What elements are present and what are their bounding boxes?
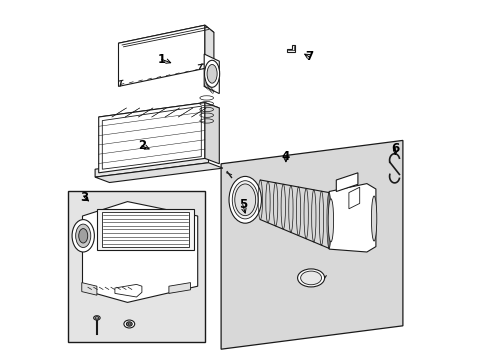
Text: 6: 6	[391, 142, 399, 155]
Polygon shape	[95, 155, 208, 177]
Polygon shape	[81, 283, 97, 295]
Text: 1: 1	[157, 53, 165, 66]
Ellipse shape	[204, 60, 219, 87]
Text: 2: 2	[138, 139, 145, 152]
Polygon shape	[336, 173, 357, 192]
Text: 4: 4	[281, 150, 289, 163]
Ellipse shape	[300, 271, 321, 285]
Ellipse shape	[94, 316, 100, 320]
Polygon shape	[99, 103, 204, 173]
Ellipse shape	[79, 229, 87, 243]
Polygon shape	[102, 212, 188, 247]
Text: 3: 3	[80, 191, 88, 204]
Polygon shape	[118, 25, 204, 86]
Ellipse shape	[327, 199, 333, 242]
Text: 7: 7	[305, 50, 313, 63]
Polygon shape	[204, 54, 219, 94]
Ellipse shape	[76, 224, 91, 248]
Polygon shape	[168, 283, 190, 293]
Ellipse shape	[297, 269, 324, 287]
Polygon shape	[204, 25, 213, 76]
Polygon shape	[118, 25, 213, 51]
Ellipse shape	[123, 320, 134, 328]
Ellipse shape	[232, 181, 258, 219]
Polygon shape	[68, 191, 204, 342]
Ellipse shape	[206, 64, 217, 83]
Ellipse shape	[126, 322, 132, 326]
Ellipse shape	[95, 317, 99, 319]
Polygon shape	[204, 103, 219, 164]
Polygon shape	[286, 45, 294, 52]
Polygon shape	[99, 103, 219, 122]
Polygon shape	[328, 184, 375, 252]
Polygon shape	[221, 140, 402, 349]
Text: 5: 5	[238, 198, 246, 211]
Polygon shape	[95, 163, 223, 183]
Polygon shape	[82, 202, 197, 302]
Ellipse shape	[371, 196, 376, 241]
Ellipse shape	[234, 184, 255, 216]
Polygon shape	[348, 187, 359, 209]
Ellipse shape	[128, 323, 130, 325]
Ellipse shape	[228, 176, 261, 223]
Ellipse shape	[72, 220, 94, 252]
Polygon shape	[115, 284, 142, 297]
Polygon shape	[97, 209, 194, 250]
